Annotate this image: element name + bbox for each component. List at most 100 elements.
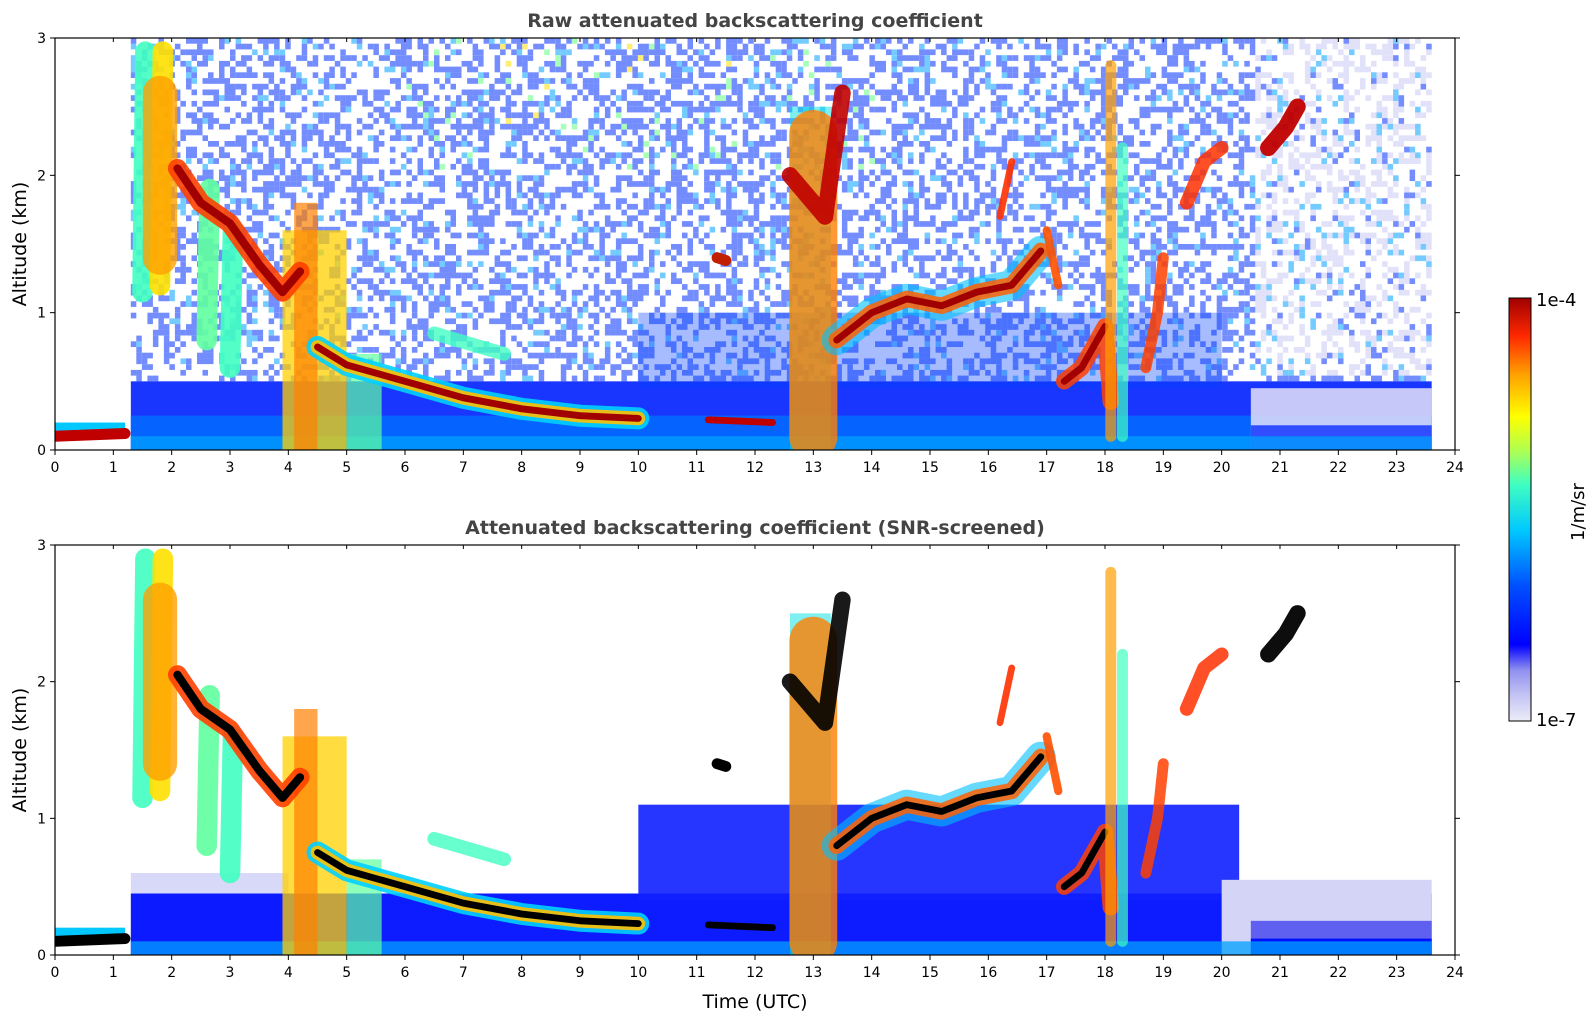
noise-pixel bbox=[560, 123, 567, 130]
noise-pixel bbox=[527, 232, 534, 239]
noise-pixel bbox=[511, 123, 517, 130]
noise-pixel bbox=[555, 146, 561, 153]
noise-pixel bbox=[522, 232, 528, 239]
noise-pixel bbox=[1051, 175, 1057, 182]
noise-pixel bbox=[411, 255, 418, 262]
noise-pixel bbox=[356, 238, 363, 245]
noise-pixel bbox=[974, 198, 980, 204]
noise-pixel bbox=[516, 364, 523, 370]
noise-pixel bbox=[1007, 318, 1013, 325]
noise-pixel bbox=[731, 226, 738, 233]
noise-pixel bbox=[367, 123, 374, 130]
noise-pixel bbox=[197, 358, 203, 365]
noise-pixel bbox=[1123, 135, 1129, 142]
noise-pixel bbox=[671, 135, 677, 142]
noise-pixel bbox=[990, 306, 997, 313]
noise-pixel bbox=[676, 209, 683, 216]
noise-pixel bbox=[1078, 232, 1085, 239]
noise-pixel bbox=[1123, 55, 1129, 61]
noise-pixel bbox=[213, 95, 220, 101]
noise-pixel bbox=[180, 198, 186, 204]
noise-pixel bbox=[759, 89, 765, 96]
noise-pixel bbox=[197, 106, 203, 113]
noise-pixel bbox=[759, 289, 765, 296]
noise-pixel bbox=[555, 347, 561, 353]
noise-pixel bbox=[290, 72, 297, 79]
noise-pixel bbox=[1100, 272, 1107, 279]
noise-pixel bbox=[1023, 375, 1030, 382]
noise-pixel bbox=[367, 255, 374, 262]
noise-pixel bbox=[549, 129, 556, 136]
noise-pixel bbox=[1100, 186, 1107, 193]
noise-pixel bbox=[1012, 312, 1019, 319]
noise-pixel bbox=[902, 169, 909, 176]
noise-pixel bbox=[389, 146, 396, 153]
noise-pixel bbox=[748, 215, 754, 222]
noise-pixel bbox=[478, 89, 484, 96]
noise-pixel bbox=[527, 301, 534, 307]
noise-pixel bbox=[411, 364, 418, 370]
noise-pixel bbox=[516, 255, 523, 262]
noise-pixel bbox=[604, 352, 611, 359]
noise-pixel bbox=[1040, 43, 1046, 50]
noise-pixel bbox=[395, 123, 401, 130]
noise-pixel bbox=[263, 49, 269, 56]
noise-pixel bbox=[1018, 295, 1024, 302]
noise-pixel bbox=[704, 106, 710, 113]
noise-pixel bbox=[1056, 255, 1063, 262]
noise-pixel bbox=[263, 60, 269, 67]
noise-pixel bbox=[1051, 335, 1057, 342]
noise-pixel bbox=[742, 312, 749, 319]
noise-pixel bbox=[1001, 163, 1008, 170]
noise-pixel bbox=[511, 152, 517, 159]
noise-pixel bbox=[456, 100, 462, 107]
noise-pixel bbox=[687, 209, 694, 216]
noise-pixel bbox=[560, 289, 567, 296]
noise-pixel bbox=[908, 55, 914, 61]
noise-pixel bbox=[941, 89, 947, 96]
noise-pixel bbox=[411, 198, 418, 204]
noise-pixel bbox=[781, 66, 787, 73]
noise-pixel bbox=[439, 38, 446, 44]
noise-pixel bbox=[715, 324, 721, 330]
noise-pixel bbox=[886, 186, 892, 193]
noise-pixel bbox=[748, 238, 754, 245]
noise-pixel bbox=[434, 181, 440, 187]
noise-pixel bbox=[1029, 215, 1035, 222]
noise-pixel bbox=[863, 146, 870, 153]
noise-pixel bbox=[174, 255, 181, 262]
noise-pixel bbox=[952, 112, 958, 119]
noise-pixel bbox=[924, 89, 931, 96]
noise-pixel bbox=[257, 186, 264, 193]
noise-pixel bbox=[500, 49, 506, 56]
noise-pixel bbox=[709, 83, 716, 90]
noise-pixel bbox=[566, 358, 572, 365]
noise-pixel bbox=[770, 347, 776, 353]
noise-pixel bbox=[549, 312, 556, 319]
noise-pixel bbox=[197, 158, 203, 164]
noise-pixel bbox=[665, 186, 672, 193]
noise-pixel bbox=[654, 306, 661, 313]
noise-pixel bbox=[637, 89, 644, 96]
noise-pixel bbox=[406, 318, 412, 325]
noise-pixel bbox=[720, 169, 727, 176]
noise-pixel bbox=[737, 221, 743, 227]
noise-pixel bbox=[472, 358, 479, 365]
noise-pixel bbox=[367, 221, 374, 227]
noise-pixel bbox=[373, 347, 379, 353]
noise-pixel bbox=[698, 203, 705, 210]
noise-pixel bbox=[726, 83, 732, 90]
noise-pixel bbox=[1123, 66, 1129, 73]
noise-pixel bbox=[301, 95, 308, 101]
noise-pixel bbox=[467, 129, 473, 136]
noise-pixel bbox=[263, 72, 269, 79]
noise-pixel bbox=[599, 238, 605, 245]
noise-pixel bbox=[351, 266, 357, 273]
noise-pixel bbox=[715, 95, 721, 101]
noise-pixel bbox=[340, 123, 346, 130]
noise-pixel bbox=[979, 146, 986, 153]
noise-pixel bbox=[456, 347, 462, 353]
noise-pixel bbox=[996, 112, 1002, 119]
noise-pixel bbox=[687, 249, 694, 256]
noise-pixel bbox=[1089, 123, 1096, 130]
